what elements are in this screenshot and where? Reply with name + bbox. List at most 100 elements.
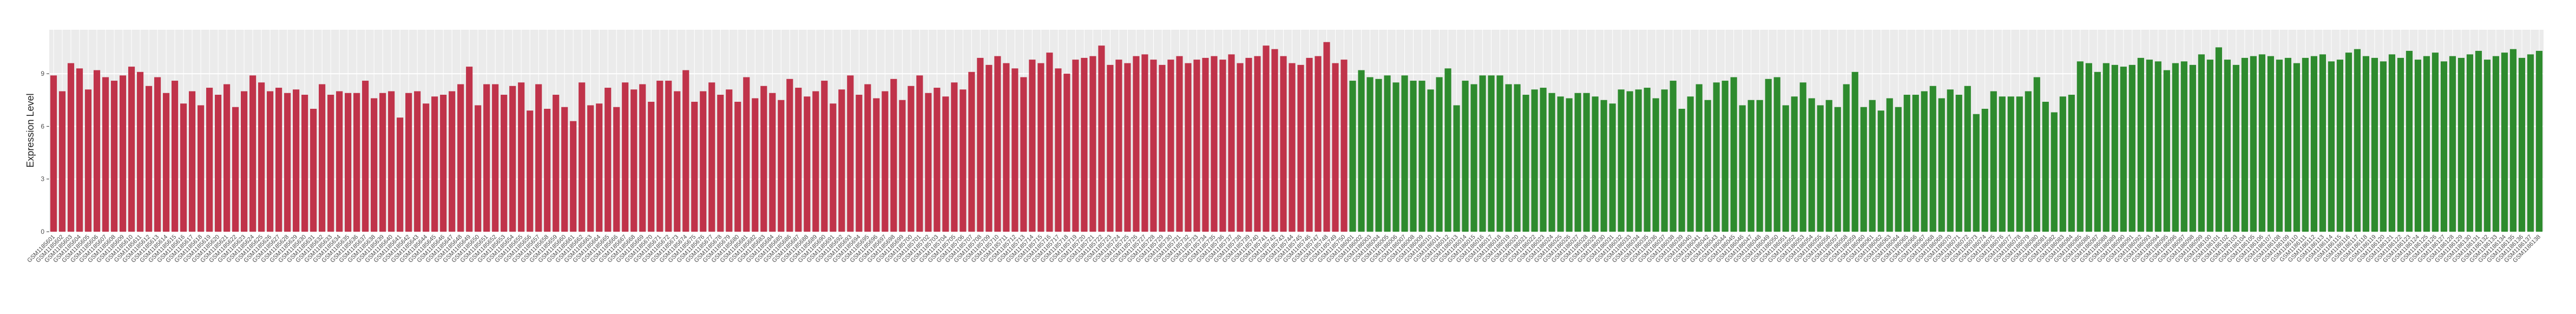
bar bbox=[2388, 54, 2396, 232]
bar bbox=[405, 93, 412, 232]
bar bbox=[1193, 60, 1200, 232]
bar bbox=[708, 82, 715, 232]
bar bbox=[319, 84, 326, 232]
bar bbox=[2492, 56, 2500, 232]
bar bbox=[1869, 100, 1876, 232]
bar bbox=[1713, 82, 1720, 232]
bar bbox=[2206, 60, 2213, 232]
bar bbox=[1133, 56, 1140, 232]
bar bbox=[1167, 60, 1174, 232]
bar bbox=[483, 84, 490, 232]
bar bbox=[188, 91, 196, 232]
bar bbox=[1185, 63, 1192, 232]
bar bbox=[1332, 63, 1339, 232]
bar bbox=[232, 107, 239, 232]
bar bbox=[1843, 84, 1850, 232]
bar bbox=[587, 105, 594, 232]
bar bbox=[1635, 89, 1642, 232]
bar bbox=[1791, 96, 1798, 232]
bar bbox=[518, 82, 525, 232]
bar bbox=[994, 56, 1001, 232]
bar bbox=[622, 82, 629, 232]
bar bbox=[1124, 63, 1131, 232]
bar bbox=[2380, 61, 2387, 232]
bar bbox=[1670, 81, 1677, 232]
bar bbox=[249, 75, 257, 232]
bar bbox=[76, 68, 83, 232]
bar bbox=[423, 103, 430, 232]
bar bbox=[1505, 84, 1512, 232]
bar bbox=[2423, 56, 2430, 232]
bar bbox=[1540, 88, 1547, 232]
bar bbox=[1773, 77, 1780, 232]
bar bbox=[223, 84, 231, 232]
bar bbox=[769, 93, 776, 232]
bar bbox=[527, 110, 534, 232]
bar bbox=[1176, 56, 1183, 232]
bar bbox=[2310, 56, 2317, 232]
bar bbox=[310, 108, 317, 232]
bar bbox=[1817, 105, 1824, 232]
bar bbox=[579, 82, 586, 232]
bar bbox=[916, 75, 923, 232]
bar bbox=[1254, 56, 1261, 232]
bar bbox=[1973, 114, 1980, 232]
bar bbox=[371, 98, 378, 232]
bar bbox=[1921, 91, 1928, 232]
bar bbox=[1721, 81, 1729, 232]
bar bbox=[1600, 100, 1607, 232]
bar bbox=[2276, 60, 2283, 232]
bar bbox=[1886, 98, 1893, 232]
bar bbox=[1046, 53, 1053, 232]
bar bbox=[2033, 77, 2040, 232]
bar bbox=[1202, 57, 1209, 232]
bar bbox=[162, 93, 170, 232]
bar bbox=[2501, 53, 2508, 232]
bar bbox=[2509, 49, 2517, 232]
bar bbox=[1375, 78, 1382, 232]
bar bbox=[345, 93, 352, 232]
bar bbox=[960, 89, 967, 232]
bar bbox=[1929, 86, 1936, 232]
bar bbox=[717, 95, 724, 232]
bar bbox=[1444, 68, 1451, 232]
bar bbox=[665, 81, 672, 232]
bar bbox=[1280, 56, 1287, 232]
bar bbox=[2475, 50, 2482, 232]
bar bbox=[1479, 75, 1486, 232]
bar bbox=[2483, 60, 2491, 232]
bar bbox=[1851, 71, 1858, 232]
bar bbox=[440, 95, 447, 232]
bar bbox=[1704, 100, 1711, 232]
bar bbox=[2128, 64, 2135, 232]
bar bbox=[1557, 96, 1564, 232]
bar bbox=[1011, 68, 1018, 232]
bar bbox=[2440, 61, 2448, 232]
bar bbox=[1392, 82, 1399, 232]
bar bbox=[501, 95, 508, 232]
bar bbox=[838, 89, 845, 232]
bar bbox=[119, 75, 127, 232]
bar bbox=[110, 81, 118, 232]
bar bbox=[1211, 56, 1218, 232]
bar bbox=[1981, 108, 1988, 232]
bar bbox=[1514, 84, 1521, 232]
bar bbox=[1531, 89, 1538, 232]
bar bbox=[449, 91, 456, 232]
bar bbox=[2267, 56, 2274, 232]
bar bbox=[656, 81, 663, 232]
bar bbox=[1358, 70, 1365, 232]
bar bbox=[2232, 64, 2239, 232]
bar bbox=[457, 84, 464, 232]
bar bbox=[856, 95, 863, 232]
bar bbox=[604, 88, 612, 232]
bar bbox=[293, 89, 300, 232]
bar bbox=[1834, 107, 1841, 232]
bar bbox=[1427, 89, 1434, 232]
bar bbox=[1782, 105, 1789, 232]
bar bbox=[93, 70, 101, 232]
bar bbox=[1747, 100, 1754, 232]
bar bbox=[2224, 60, 2231, 232]
bar bbox=[2051, 112, 2058, 232]
